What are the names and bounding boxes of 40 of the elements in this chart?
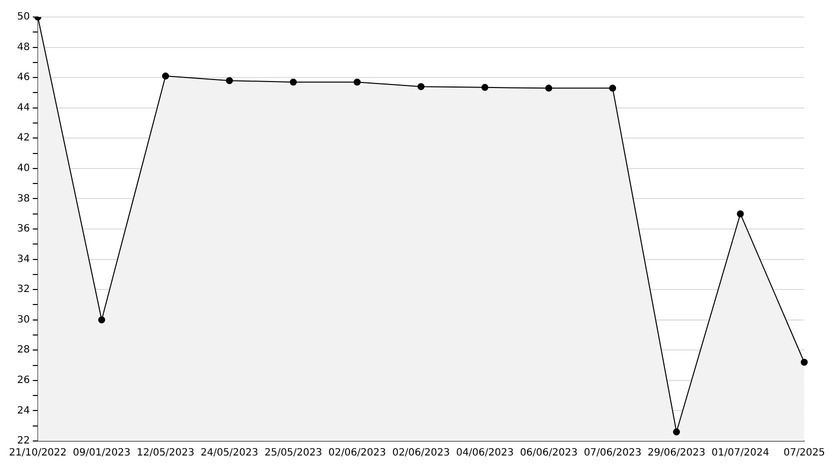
x-tick-label: 09/01/2023: [72, 448, 131, 459]
y-tick-label: 34: [17, 254, 30, 265]
y-tick-label: 30: [17, 314, 30, 326]
x-tick-label: 01/07/2024: [712, 448, 770, 459]
x-tick-label: 24/05/2023: [200, 448, 258, 459]
x-tick-label: 21/10/2022: [9, 448, 67, 459]
point: [545, 84, 552, 92]
x-tick-label: 25/05/2023: [264, 448, 322, 459]
point: [481, 84, 488, 91]
point: [800, 358, 808, 366]
x-tick-label: 07/06/2023: [584, 448, 642, 459]
y-tick-label: 28: [17, 344, 30, 356]
y-tick-label: 36: [17, 224, 30, 235]
x-tick-label: 29/06/2023: [648, 448, 706, 459]
point: [609, 84, 616, 92]
y-tick-label: 40: [17, 163, 30, 174]
y-tick-label: 26: [17, 375, 30, 386]
x-tick-label: 07/2025: [783, 448, 825, 459]
point: [290, 78, 297, 86]
point: [98, 316, 106, 324]
x-tick-label: 04/06/2023: [456, 448, 514, 459]
x-tick-label: 06/06/2023: [520, 448, 578, 459]
y-tick-label: 44: [17, 102, 30, 114]
y-tick-label: 46: [17, 72, 30, 84]
x-tick-label: 02/06/2023: [392, 448, 450, 459]
point: [162, 72, 170, 80]
x-tick-label: 12/05/2023: [136, 448, 194, 459]
y-tick-label: 38: [17, 193, 30, 204]
point: [672, 428, 680, 436]
y-tick-label: 22: [17, 436, 30, 447]
y-tick-label: 42: [17, 132, 30, 144]
x-tick-label: 02/06/2023: [328, 448, 386, 459]
y-tick-label: 48: [17, 42, 30, 53]
point: [418, 83, 425, 90]
point: [226, 77, 233, 84]
point: [354, 78, 361, 86]
y-tick-label: 24: [17, 405, 30, 416]
y-tick-label: 50: [17, 12, 30, 23]
y-tick-label: 32: [17, 284, 30, 296]
point: [736, 210, 744, 218]
